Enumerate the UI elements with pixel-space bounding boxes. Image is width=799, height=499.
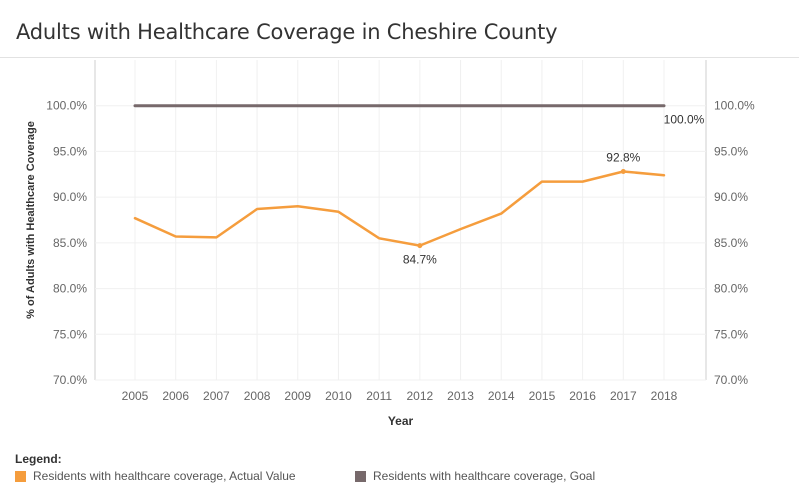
- x-tick-label: 2011: [366, 389, 392, 403]
- chart-title: Adults with Healthcare Coverage in Chesh…: [16, 20, 558, 44]
- y-axis-title: % of Adults with Healthcare Coverage: [25, 121, 37, 319]
- y-tick-label-left: 90.0%: [53, 190, 87, 204]
- actual-series-line: [133, 170, 666, 247]
- data-label: 100.0%: [664, 113, 705, 127]
- data-label: 92.8%: [606, 151, 640, 165]
- x-tick-label: 2009: [284, 389, 311, 403]
- x-tick-label: 2014: [488, 389, 515, 403]
- y-tick-label-left: 95.0%: [53, 144, 87, 158]
- legend-swatch-actual: [15, 470, 26, 482]
- y-tick-label-left: 75.0%: [53, 327, 87, 341]
- y-tick-label-right: 95.0%: [714, 144, 748, 158]
- y-tick-label-left: 100.0%: [46, 99, 87, 113]
- x-tick-label: 2013: [447, 389, 474, 403]
- y-tick-label-left: 80.0%: [53, 282, 87, 296]
- y-tick-label-right: 90.0%: [714, 190, 748, 204]
- y-tick-label-right: 80.0%: [714, 282, 748, 296]
- x-axis-title: Year: [388, 414, 414, 428]
- x-tick-label: 2012: [406, 389, 433, 403]
- data-label: 84.7%: [403, 253, 437, 267]
- legend-item-actual[interactable]: Residents with healthcare coverage, Actu…: [15, 469, 296, 483]
- x-tick-label: 2010: [325, 389, 352, 403]
- line-chart: 100.0% 100.0% 95.0% 95.0% 90.0% 90.0% 85.0% 85.…: [25, 60, 755, 428]
- x-tick-label: 2016: [569, 389, 596, 403]
- x-tick-label: 2005: [122, 389, 149, 403]
- annotated-point: [417, 243, 423, 249]
- legend-title: Legend:: [15, 452, 62, 466]
- x-tick-label: 2008: [244, 389, 271, 403]
- y-tick-label-left: 70.0%: [53, 373, 87, 387]
- title-divider: [0, 57, 799, 58]
- x-tick-label: 2006: [162, 389, 189, 403]
- y-tick-label-left: 85.0%: [53, 236, 87, 250]
- annotated-point: [620, 169, 626, 175]
- x-tick-label: 2015: [529, 389, 556, 403]
- x-tick-label: 2018: [651, 389, 678, 403]
- y-tick-label-right: 100.0%: [714, 99, 755, 113]
- legend-item-goal[interactable]: Residents with healthcare coverage, Goal: [355, 469, 595, 483]
- legend-label-actual: Residents with healthcare coverage, Actu…: [33, 469, 296, 483]
- y-tick-label-right: 70.0%: [714, 373, 748, 387]
- x-tick-label: 2017: [610, 389, 637, 403]
- y-tick-label-right: 75.0%: [714, 327, 748, 341]
- legend-label-goal: Residents with healthcare coverage, Goal: [373, 469, 596, 483]
- y-tick-label-right: 85.0%: [714, 236, 748, 250]
- legend-swatch-goal: [355, 470, 366, 482]
- x-tick-label: 2007: [203, 389, 230, 403]
